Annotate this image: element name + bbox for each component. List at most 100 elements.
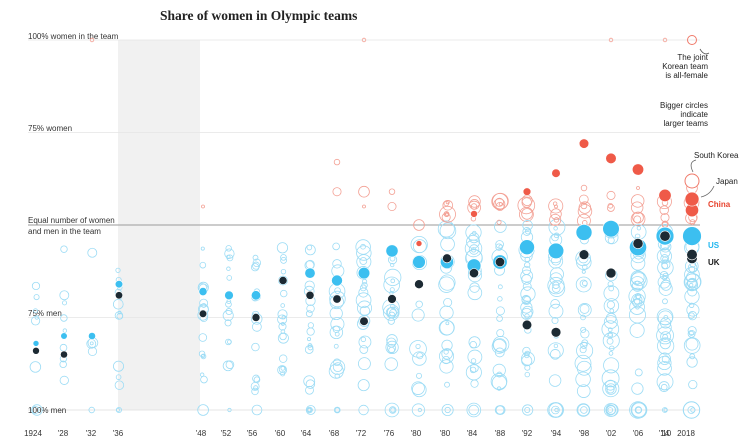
team-dot: [689, 282, 694, 288]
team-dot: [251, 263, 260, 272]
team-dot: [607, 203, 614, 209]
uk-point: [359, 316, 369, 326]
team-dot: [416, 352, 424, 360]
team-dot: [580, 341, 588, 349]
team-dot: [629, 272, 648, 290]
team-dot: [384, 268, 402, 286]
team-dot: [306, 304, 315, 313]
team-dot: [688, 312, 695, 319]
team-dot: [521, 294, 531, 305]
team-dot: [631, 402, 647, 418]
team-dot: [416, 372, 423, 379]
china-point: [578, 138, 590, 149]
team-dot: [553, 232, 560, 239]
x-tick-label: '92: [522, 429, 533, 438]
team-dot: [605, 383, 617, 395]
uk-point: [605, 267, 617, 279]
team-dot: [388, 188, 396, 195]
team-dot: [280, 289, 288, 298]
team-dot: [443, 349, 449, 355]
team-dot: [329, 290, 346, 308]
size-note-1: Bigger circles: [660, 101, 708, 110]
team-dot: [198, 333, 208, 342]
team-dot: [307, 407, 313, 413]
team-dot: [687, 311, 698, 321]
us-point: [385, 244, 399, 258]
team-dot: [357, 300, 373, 316]
uk-point: [469, 268, 479, 278]
uk-point: [115, 291, 124, 300]
japan-pointer: [700, 185, 715, 198]
team-dot: [660, 279, 672, 291]
team-dot: [495, 243, 503, 251]
team-dot: [358, 287, 369, 298]
china-point: [470, 210, 478, 218]
team-dot: [466, 234, 480, 249]
team-dot: [415, 343, 421, 350]
team-dot: [389, 287, 395, 293]
team-dot: [305, 405, 316, 415]
team-dot: [574, 354, 592, 372]
team-dot: [580, 184, 588, 192]
team-dot: [607, 407, 614, 413]
team-dot: [33, 308, 38, 314]
team-dot: [521, 208, 533, 220]
team-dot: [687, 406, 696, 414]
team-dot: [201, 204, 205, 209]
team-dot: [390, 278, 396, 284]
team-dot: [115, 374, 122, 380]
team-dot: [304, 345, 314, 354]
us-point: [547, 242, 565, 259]
other-teams-dots: [29, 35, 702, 419]
team-dot: [444, 381, 450, 388]
team-dot: [580, 202, 588, 210]
uk-point: [494, 256, 505, 267]
team-dot: [522, 404, 534, 416]
team-dot: [635, 280, 640, 286]
korea-note-3: is all-female: [665, 71, 708, 80]
team-dot: [362, 204, 366, 209]
team-dot: [225, 300, 232, 308]
team-dot: [224, 248, 235, 259]
team-dot: [629, 299, 645, 315]
team-dot: [200, 353, 207, 360]
japan-label: Japan: [716, 177, 738, 186]
team-dot: [330, 317, 345, 332]
team-dot: [445, 211, 449, 216]
team-dot: [468, 195, 481, 208]
team-dot: [389, 406, 397, 414]
team-dot: [606, 385, 615, 394]
team-dot: [576, 360, 592, 376]
team-dot: [200, 375, 208, 384]
team-dot: [606, 300, 615, 309]
team-dot: [390, 303, 396, 310]
team-dot: [685, 279, 699, 292]
team-dot: [441, 348, 453, 360]
uk-point: [387, 294, 397, 304]
team-dot: [522, 282, 532, 291]
team-dot: [385, 340, 399, 354]
team-dot: [580, 406, 588, 414]
us-point: [602, 220, 620, 238]
team-dot: [606, 190, 616, 200]
team-dot: [524, 371, 530, 378]
team-dot: [521, 351, 535, 366]
team-dot: [88, 406, 95, 414]
team-dot: [602, 332, 620, 350]
team-dot: [445, 321, 450, 326]
china-point: [605, 152, 617, 164]
team-dot: [200, 246, 205, 251]
team-dot: [33, 294, 40, 301]
team-dot: [496, 386, 502, 391]
team-dot: [607, 332, 613, 339]
team-dot: [225, 360, 235, 369]
team-dot: [358, 404, 369, 416]
team-dot: [59, 290, 70, 301]
team-dot: [439, 305, 454, 320]
team-dot: [357, 379, 370, 392]
team-dot: [660, 331, 671, 342]
team-dot: [225, 308, 233, 316]
team-dot: [496, 371, 503, 378]
team-dot: [89, 341, 94, 346]
team-dot: [472, 230, 477, 236]
